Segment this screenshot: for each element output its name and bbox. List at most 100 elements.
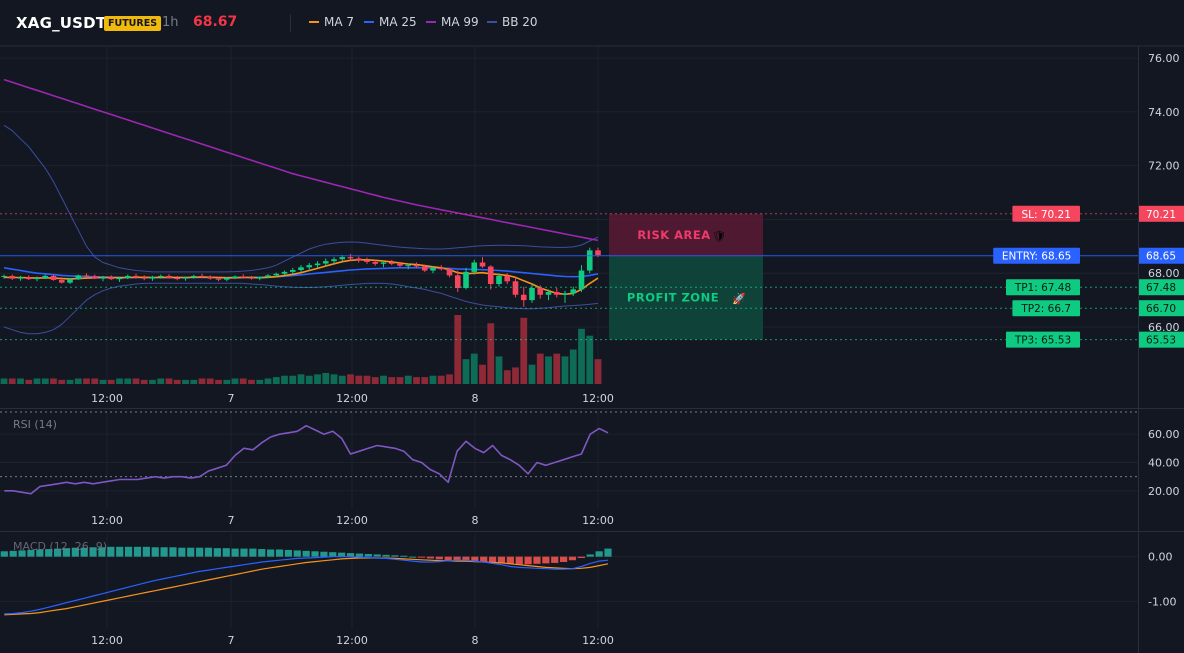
rsi-line	[4, 424, 609, 495]
macd-hist-bar	[409, 556, 417, 558]
volume-bar	[528, 364, 536, 384]
volume-bar	[429, 375, 437, 384]
macd-pane: MACD (12, 26, 9) 0.00 -1.00	[0, 540, 1176, 616]
volume-bar	[371, 377, 379, 384]
level-axis-value: 70.21	[1146, 209, 1176, 221]
macd-hist-bar	[133, 546, 142, 557]
macd-hist-bar	[568, 556, 577, 561]
volume-bar	[272, 377, 280, 384]
legend-ma99[interactable]: MA 99	[426, 15, 479, 29]
volume-bar	[396, 377, 404, 384]
timeframe-label[interactable]: 1h	[162, 15, 179, 30]
candle-body	[331, 259, 337, 262]
candle-body	[215, 278, 222, 280]
macd-hist-bar	[515, 556, 523, 565]
volume-bar	[124, 378, 132, 384]
volume-bar	[561, 356, 569, 384]
macd-hist-bar	[320, 551, 328, 557]
candle-body	[347, 257, 354, 259]
macd-hist-bar	[0, 551, 8, 557]
legend-bb20[interactable]: BB 20	[487, 15, 538, 29]
level-axis-value: 65.53	[1146, 335, 1176, 347]
candle-body	[512, 281, 519, 295]
candle-body	[17, 277, 24, 279]
macd-hist-bar	[98, 547, 106, 557]
volume-bar	[215, 379, 222, 384]
macd-tick: -1.00	[1148, 595, 1176, 608]
candle-body	[232, 276, 238, 279]
volume-bar	[314, 374, 321, 384]
candle-body	[91, 276, 98, 279]
time-tick: 12:00	[91, 514, 123, 527]
candle-body	[496, 275, 502, 284]
volume-bar	[355, 375, 363, 384]
volume-bar	[157, 378, 165, 384]
time-tick: 8	[472, 392, 479, 405]
macd-hist-bar	[400, 555, 408, 557]
volume-bar	[198, 378, 206, 384]
volume-bar	[41, 378, 49, 384]
candle-body	[83, 275, 90, 277]
macd-hist-bar	[417, 556, 426, 558]
volume-bar	[404, 375, 412, 384]
price-tick: 74.00	[1148, 106, 1180, 119]
macd-hist-bar	[364, 553, 372, 557]
legend-ma7[interactable]: MA 7	[309, 15, 354, 29]
level-tag-text: TP2: 66.7	[1020, 303, 1071, 315]
macd-hist-bar	[116, 546, 124, 557]
candle-body	[67, 279, 73, 283]
macd-hist-bar	[62, 548, 71, 557]
volume-bar	[256, 379, 264, 384]
macd-hist-bar	[160, 547, 168, 557]
candle-body	[595, 250, 601, 256]
risk-area-label: RISK AREA	[637, 228, 710, 242]
candle-body	[446, 269, 453, 276]
candle-body	[149, 276, 156, 279]
macd-hist-bar	[355, 553, 364, 557]
candle-body	[289, 270, 296, 272]
macd-hist-bar	[604, 548, 612, 557]
time-axis[interactable]: 12:00 7 12:00 8 12:00 12:00 7 12:00 8 12:00 12:00 7…	[91, 392, 614, 647]
macd-hist-bar	[391, 555, 399, 557]
macd-hist-bar	[435, 556, 443, 560]
ma7-swatch-icon	[309, 20, 319, 23]
candle-body	[487, 266, 494, 284]
candle-body	[108, 277, 115, 280]
volume-bar	[413, 377, 420, 384]
price-axis[interactable]: 76.00 74.00 72.00 68.00 66.00	[1148, 52, 1180, 334]
volume-bar	[487, 323, 495, 384]
level-tag	[1012, 300, 1080, 317]
candle-body	[504, 275, 511, 282]
symbol-title[interactable]: XAG_USDT	[16, 14, 107, 32]
legend-ma25[interactable]: MA 25	[364, 15, 417, 29]
macd-hist-bar	[480, 556, 488, 563]
level-tag	[993, 247, 1080, 264]
volume-bar	[50, 378, 57, 384]
volume-bar	[107, 379, 115, 384]
candle-body	[430, 267, 436, 271]
grid-lines	[0, 46, 1138, 628]
volume-bar	[231, 378, 239, 384]
volume-bar	[594, 359, 602, 384]
volume-bar	[520, 317, 528, 384]
volume-bar	[446, 374, 453, 384]
candle-body	[586, 250, 593, 271]
macd-hist-bar	[444, 556, 452, 561]
candle-body	[256, 276, 263, 279]
time-tick: 12:00	[91, 634, 123, 647]
legend-bb20-label: BB 20	[502, 15, 538, 29]
legend-ma7-label: MA 7	[324, 15, 355, 29]
candle-body	[421, 266, 428, 271]
header-divider	[290, 14, 291, 32]
macd-line	[4, 556, 609, 615]
futures-badge: FUTURES	[104, 16, 162, 31]
time-tick: 12:00	[91, 392, 123, 405]
volume-bar	[578, 328, 585, 384]
macd-hist-bar	[267, 549, 275, 557]
price-levels: SL: 70.21 70.21 ENTRY: 68.65 68.65 TP1: 67.4…	[0, 205, 1184, 348]
macd-hist-bar	[586, 554, 594, 557]
volume-bar	[58, 379, 66, 384]
candle-body	[471, 262, 478, 272]
volume-bar	[305, 375, 313, 384]
